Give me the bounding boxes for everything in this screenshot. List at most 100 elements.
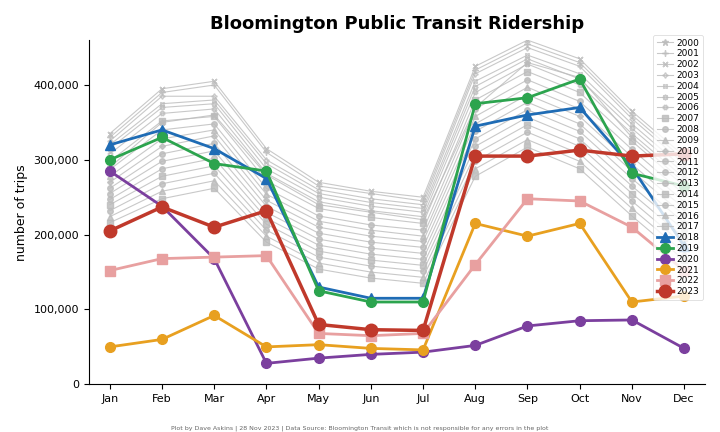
2016 bbox=[315, 260, 323, 266]
2009 bbox=[628, 154, 636, 159]
Line: 2019: 2019 bbox=[105, 74, 689, 307]
2019 bbox=[575, 76, 584, 82]
2014 bbox=[262, 222, 271, 227]
2015 bbox=[471, 159, 480, 164]
2005 bbox=[471, 84, 480, 89]
2018 bbox=[210, 146, 219, 151]
Text: Plot by Dave Askins | 28 Nov 2023 | Data Source: Bloomington Transit which is no: Plot by Dave Askins | 28 Nov 2023 | Data… bbox=[171, 426, 549, 431]
2013 bbox=[680, 228, 688, 233]
2021 bbox=[523, 234, 532, 239]
2021 bbox=[575, 221, 584, 226]
2013 bbox=[262, 216, 271, 221]
2013 bbox=[105, 197, 114, 202]
Line: 2015: 2015 bbox=[107, 129, 687, 274]
2018 bbox=[105, 142, 114, 147]
Line: 2020: 2020 bbox=[105, 166, 689, 368]
2009 bbox=[315, 219, 323, 224]
2010 bbox=[628, 162, 636, 167]
2020 bbox=[315, 356, 323, 361]
Line: 2007: 2007 bbox=[107, 69, 687, 226]
2004 bbox=[105, 142, 114, 147]
2015 bbox=[628, 198, 636, 203]
2013 bbox=[419, 257, 428, 262]
2013 bbox=[315, 242, 323, 248]
Title: Bloomington Public Transit Ridership: Bloomington Public Transit Ridership bbox=[210, 15, 584, 33]
2017 bbox=[105, 220, 114, 225]
2006 bbox=[575, 83, 584, 88]
2017 bbox=[471, 174, 480, 179]
2014 bbox=[471, 151, 480, 156]
2023 bbox=[366, 327, 375, 332]
Y-axis label: number of trips: number of trips bbox=[15, 164, 28, 260]
Line: 2005: 2005 bbox=[107, 56, 687, 215]
Line: 2018: 2018 bbox=[105, 102, 689, 303]
2005 bbox=[158, 105, 166, 110]
Line: 2003: 2003 bbox=[107, 45, 687, 207]
2021 bbox=[680, 293, 688, 299]
Line: 2006: 2006 bbox=[107, 61, 687, 219]
2003 bbox=[105, 139, 114, 144]
2017 bbox=[575, 166, 584, 172]
2022 bbox=[628, 225, 636, 230]
2017 bbox=[262, 240, 271, 245]
2017 bbox=[628, 213, 636, 219]
Legend: 2000, 2001, 2002, 2003, 2004, 2005, 2006, 2007, 2008, 2009, 2010, 2011, 2012, 20: 2000, 2001, 2002, 2003, 2004, 2005, 2006… bbox=[653, 35, 703, 300]
2011 bbox=[523, 100, 532, 105]
Line: 2016: 2016 bbox=[107, 137, 687, 280]
2011 bbox=[262, 203, 271, 209]
2021 bbox=[471, 221, 480, 226]
2004 bbox=[315, 191, 323, 196]
2021 bbox=[105, 344, 114, 349]
2023 bbox=[419, 328, 428, 333]
2012 bbox=[366, 245, 375, 251]
2006 bbox=[366, 208, 375, 213]
2020 bbox=[680, 346, 688, 351]
2000 bbox=[315, 202, 323, 207]
2001 bbox=[471, 67, 480, 73]
2003 bbox=[628, 116, 636, 121]
2020 bbox=[210, 256, 219, 261]
Line: 2011: 2011 bbox=[107, 99, 687, 250]
2022 bbox=[158, 256, 166, 261]
2012 bbox=[419, 251, 428, 256]
2015 bbox=[210, 171, 219, 176]
2006 bbox=[158, 111, 166, 116]
2012 bbox=[680, 220, 688, 225]
2006 bbox=[262, 171, 271, 176]
2015 bbox=[419, 269, 428, 274]
2013 bbox=[158, 166, 166, 172]
2008 bbox=[158, 127, 166, 133]
2000 bbox=[471, 105, 480, 110]
2003 bbox=[471, 71, 480, 76]
2021 bbox=[262, 344, 271, 349]
2005 bbox=[366, 203, 375, 209]
2007 bbox=[471, 97, 480, 102]
2017 bbox=[419, 281, 428, 286]
2022 bbox=[680, 268, 688, 273]
2023 bbox=[262, 208, 271, 213]
2007 bbox=[210, 114, 219, 119]
2019 bbox=[523, 95, 532, 100]
2004 bbox=[471, 79, 480, 84]
2015 bbox=[158, 181, 166, 186]
2002 bbox=[315, 180, 323, 185]
2002 bbox=[158, 86, 166, 91]
2001 bbox=[366, 191, 375, 196]
2006 bbox=[680, 175, 688, 181]
2016 bbox=[210, 178, 219, 183]
2020 bbox=[575, 318, 584, 323]
2007 bbox=[315, 206, 323, 211]
2004 bbox=[210, 97, 219, 102]
2010 bbox=[158, 144, 166, 149]
2008 bbox=[210, 121, 219, 127]
2007 bbox=[366, 215, 375, 220]
2013 bbox=[366, 251, 375, 257]
Line: 2014: 2014 bbox=[107, 122, 687, 268]
2022 bbox=[471, 262, 480, 267]
2005 bbox=[523, 56, 532, 61]
2023 bbox=[210, 225, 219, 230]
2001 bbox=[419, 198, 428, 203]
2008 bbox=[628, 147, 636, 152]
Line: 2013: 2013 bbox=[107, 114, 687, 262]
2004 bbox=[628, 121, 636, 127]
